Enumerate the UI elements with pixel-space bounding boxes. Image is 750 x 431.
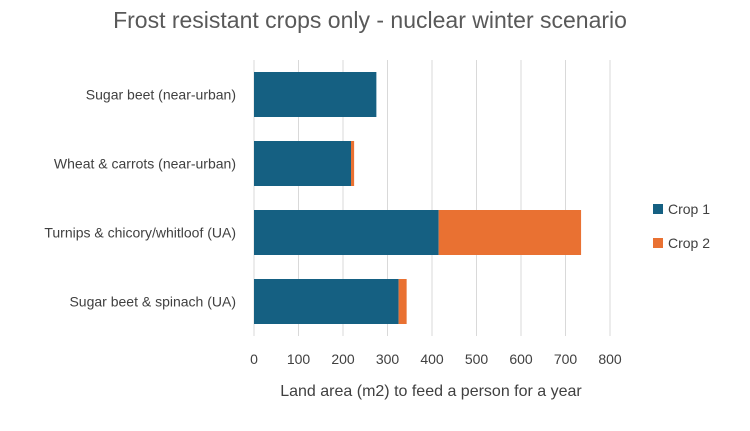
- legend-label: Crop 2: [668, 235, 710, 251]
- legend-item: Crop 2: [653, 235, 710, 251]
- legend-swatch: [653, 238, 663, 248]
- chart-title: Frost resistant crops only - nuclear win…: [113, 7, 627, 33]
- category-label: Sugar beet & spinach (UA): [69, 294, 236, 310]
- bar-crop-1: [254, 141, 352, 186]
- category-label: Turnips & chicory/whitloof (UA): [44, 225, 236, 241]
- x-tick-label: 600: [509, 351, 533, 367]
- legend-item: Crop 1: [653, 201, 710, 217]
- x-tick-label: 300: [376, 351, 400, 367]
- category-labels: Sugar beet (near-urban) Wheat & carrots (…: [44, 87, 236, 310]
- legend-swatch: [653, 204, 663, 214]
- legend: Crop 1 Crop 2: [653, 201, 710, 251]
- bar-crop-1: [254, 72, 377, 117]
- x-tick-label: 400: [420, 351, 444, 367]
- bar-crop-1: [254, 279, 399, 324]
- x-tick-labels: 0 100 200 300 400 500 600 700 800: [250, 351, 622, 367]
- category-label: Sugar beet (near-urban): [86, 87, 236, 103]
- x-tick-label: 100: [287, 351, 311, 367]
- bars: [254, 72, 582, 324]
- category-label: Wheat & carrots (near-urban): [54, 156, 236, 172]
- bar-crop-2: [438, 210, 582, 255]
- x-tick-label: 0: [250, 351, 258, 367]
- x-tick-label: 500: [465, 351, 489, 367]
- bar-crop-2: [398, 279, 407, 324]
- bar-crop-1: [254, 210, 439, 255]
- x-tick-label: 800: [598, 351, 622, 367]
- x-tick-label: 700: [554, 351, 578, 367]
- legend-label: Crop 1: [668, 201, 710, 217]
- x-axis-title: Land area (m2) to feed a person for a ye…: [280, 383, 582, 400]
- x-tick-label: 200: [331, 351, 355, 367]
- bar-crop-2: [351, 141, 355, 186]
